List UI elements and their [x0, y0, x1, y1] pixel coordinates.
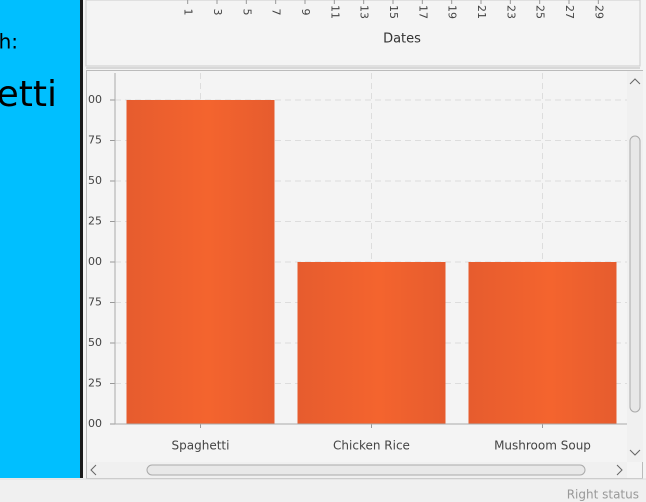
- top-chart-panel: [85, 0, 641, 67]
- x-tick-label: 25: [534, 5, 547, 19]
- x-tick-label: Spaghetti: [172, 439, 230, 453]
- y-tick-label: 0.75: [78, 296, 103, 309]
- bar: [468, 262, 617, 424]
- x-tick-label: 15: [387, 5, 400, 19]
- x-tick-label: 3: [211, 9, 224, 16]
- x-tick-label: 7: [270, 9, 283, 16]
- x-tick-label: 19: [446, 5, 459, 19]
- y-tick-label: 1.00: [78, 255, 103, 268]
- status-bar: [0, 479, 646, 502]
- x-tick-label: 1: [182, 9, 195, 16]
- scroll-up[interactable]: [629, 78, 641, 85]
- scroll-left[interactable]: [90, 464, 97, 476]
- x-tick-label: 5: [240, 9, 253, 16]
- scroll-down[interactable]: [629, 449, 641, 456]
- scroll-thumb[interactable]: [629, 135, 641, 413]
- x-tick-label: Mushroom Soup: [494, 439, 591, 453]
- x-tick-label: Chicken Rice: [333, 439, 410, 453]
- bar: [297, 262, 446, 424]
- x-axis-label: Dates: [383, 32, 421, 47]
- scroll-thumb-h[interactable]: [146, 464, 586, 476]
- x-tick-label: 13: [358, 5, 371, 19]
- y-tick-label: 1.25: [78, 215, 103, 228]
- dish-label: Dish:: [0, 30, 18, 54]
- x-tick-label: 21: [475, 5, 488, 19]
- x-tick-label: 11: [328, 5, 341, 19]
- y-tick-label: 0.25: [78, 377, 103, 390]
- bar: [126, 100, 275, 424]
- x-tick-label: 27: [563, 5, 576, 19]
- left-panel: [0, 0, 80, 478]
- x-tick-label: 9: [299, 9, 312, 16]
- x-tick-label: 17: [416, 5, 429, 19]
- dish-value: Spaghetti: [0, 74, 57, 115]
- y-tick-label: 1.50: [78, 174, 103, 187]
- x-tick-label: 29: [592, 5, 605, 19]
- y-tick-label: 0.50: [78, 336, 103, 349]
- panel-divider: [80, 0, 83, 478]
- scroll-right[interactable]: [616, 464, 623, 476]
- y-tick-label: 2.00: [78, 93, 103, 106]
- y-tick-label: 1.75: [78, 134, 103, 147]
- x-tick-label: 23: [504, 5, 517, 19]
- status-text: Right status: [567, 488, 639, 502]
- y-tick-label: 0.00: [78, 417, 103, 430]
